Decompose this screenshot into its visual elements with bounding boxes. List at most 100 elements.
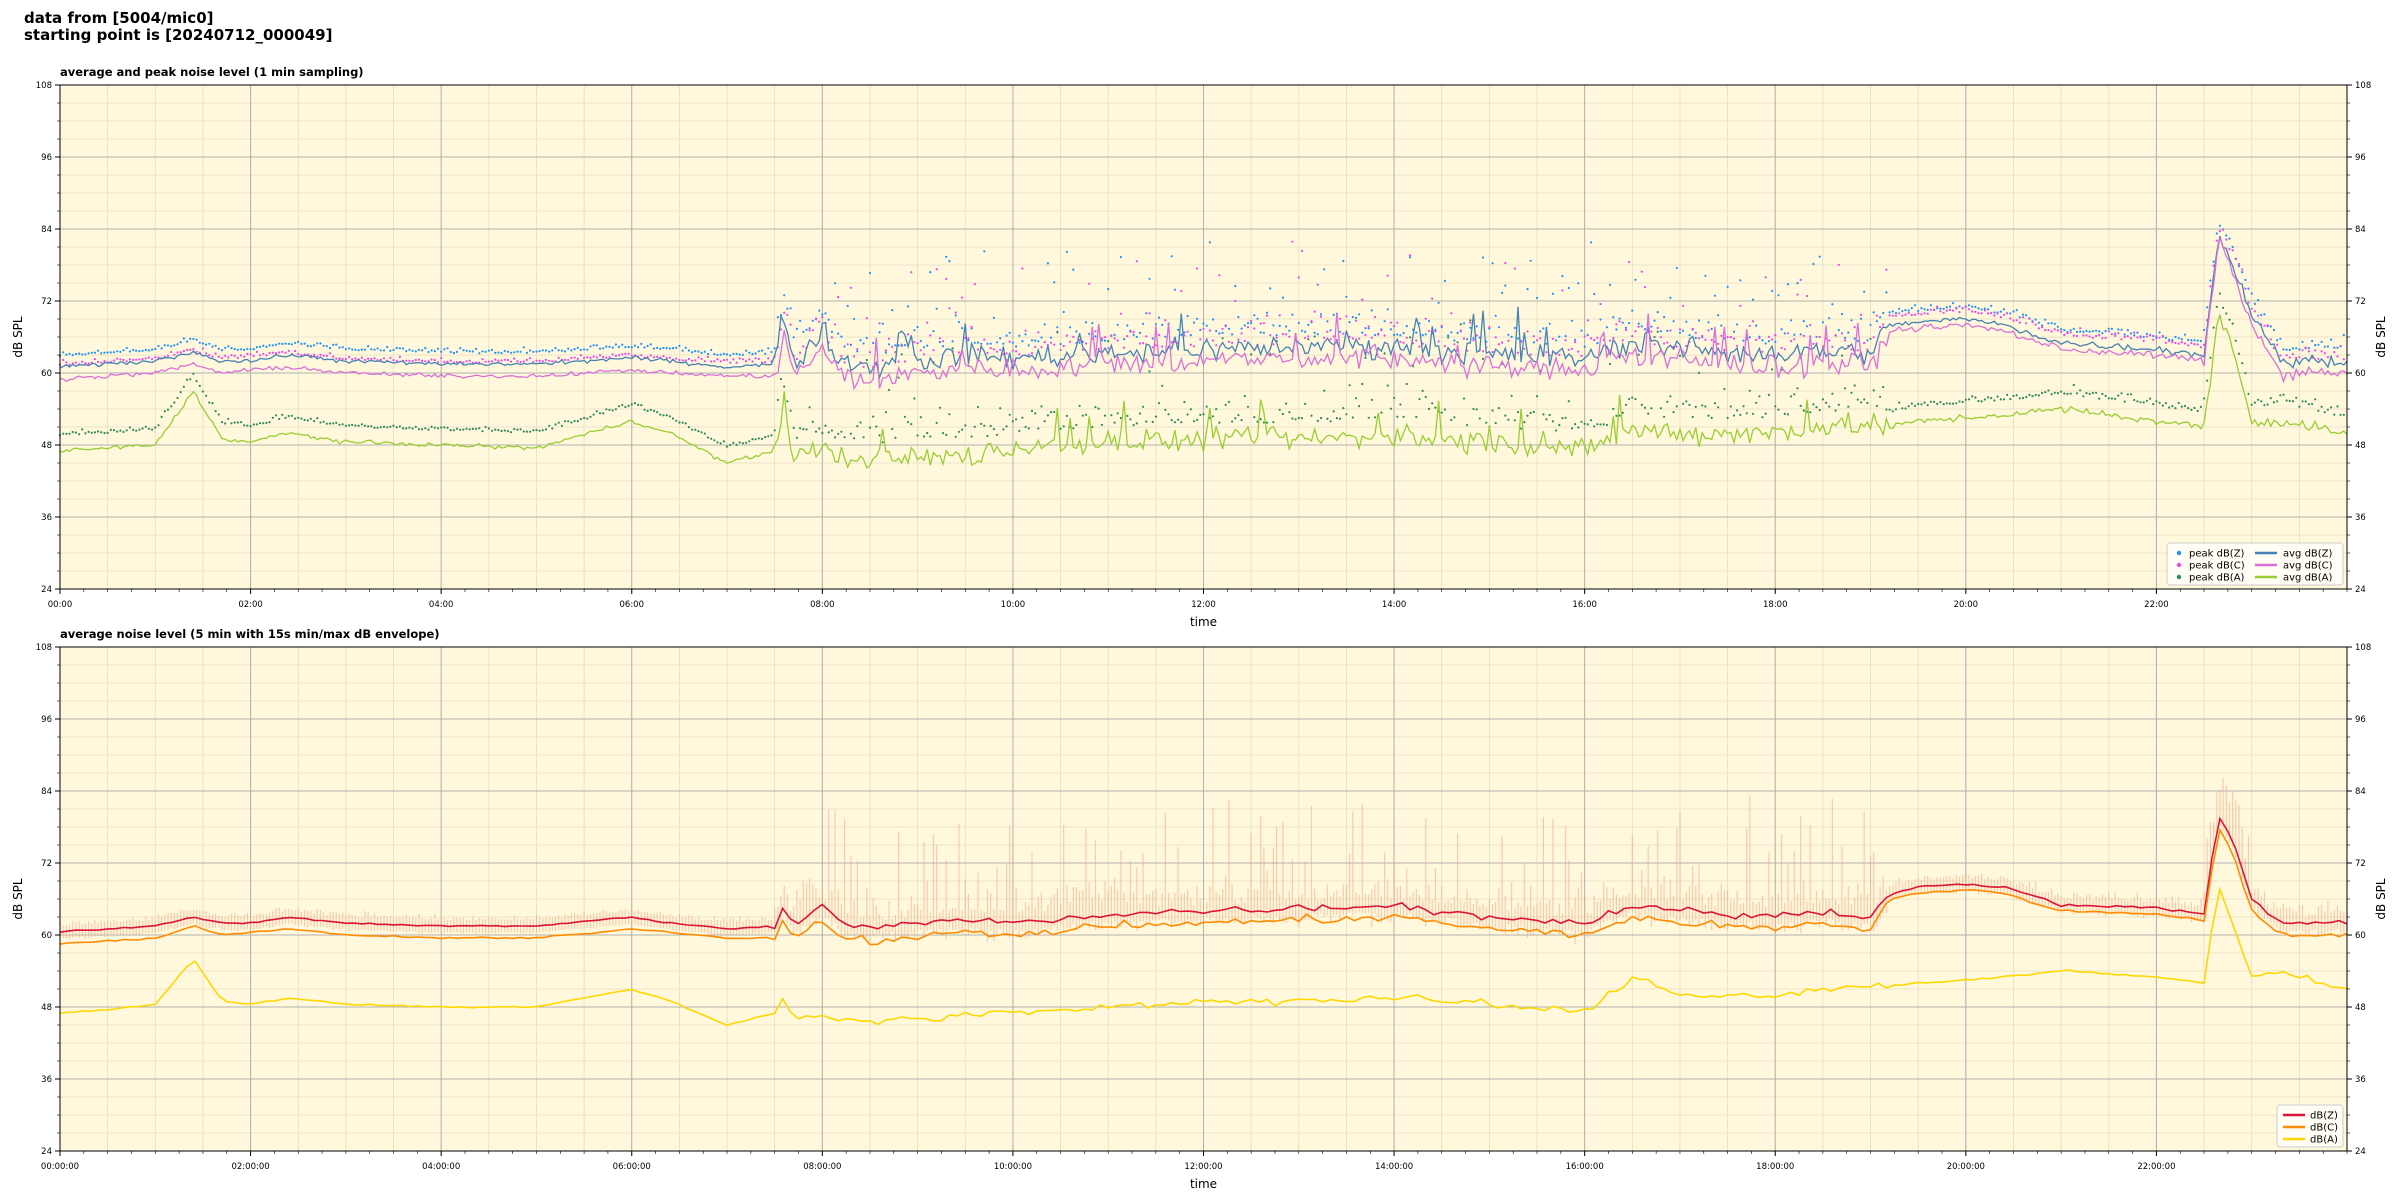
peak-point (1923, 308, 1926, 311)
peak-point (773, 429, 776, 432)
peak-point (668, 415, 672, 418)
peak-point (316, 417, 319, 420)
peak-point (1910, 307, 1913, 310)
peak-point (1697, 337, 1701, 340)
peak-point (1780, 328, 1783, 331)
peak-point (1373, 333, 1377, 337)
peak-point (1933, 400, 1936, 403)
peak-point (875, 425, 878, 428)
peak-point (1386, 384, 1389, 387)
peak-point (2107, 327, 2110, 330)
peak-point (1888, 314, 1891, 317)
peak-point (868, 426, 872, 429)
peak-point (2266, 403, 2269, 406)
peak-point (719, 353, 722, 356)
peak-point (751, 360, 754, 363)
peak-point (1335, 417, 1338, 420)
peak-point (1475, 408, 1478, 411)
y-tick-label: 24 (41, 585, 52, 595)
peak-point (2301, 340, 2304, 343)
peak-point (2250, 307, 2253, 310)
peak-point (74, 361, 77, 364)
peak-point (494, 358, 497, 361)
peak-point (862, 365, 865, 368)
peak-point (849, 432, 853, 435)
peak-point (656, 411, 659, 414)
peak-point (1609, 339, 1612, 342)
peak-point (490, 348, 494, 351)
peak-point (2269, 338, 2272, 341)
peak-point (2288, 356, 2291, 359)
peak-point (319, 353, 322, 356)
peak-point (767, 347, 770, 350)
peak-point (1472, 339, 1475, 342)
peak-point (1739, 279, 1742, 282)
peak-point (1958, 400, 1961, 403)
peak-point (1192, 420, 1196, 423)
peak-point (309, 345, 312, 348)
peak-point (443, 360, 446, 363)
peak-point (2285, 354, 2288, 357)
peak-point (1726, 336, 1729, 339)
peak-point (598, 347, 602, 350)
peak-point (487, 349, 490, 352)
peak-point (1952, 402, 1955, 405)
peak-point (1224, 324, 1227, 327)
peak-point (516, 428, 519, 431)
peak-point (408, 348, 411, 351)
peak-point (1119, 312, 1122, 315)
peak-point (1177, 418, 1180, 421)
peak-point (1869, 323, 1872, 326)
peak-point (138, 428, 141, 431)
peak-point (1767, 340, 1770, 343)
peak-point (81, 428, 84, 431)
peak-point (907, 333, 910, 336)
peak-point (1037, 340, 1040, 343)
peak-point (732, 352, 735, 355)
peak-point (1710, 416, 1713, 419)
peak-point (805, 328, 808, 331)
peak-point (430, 425, 433, 428)
peak-point (455, 427, 459, 430)
peak-point (2272, 347, 2275, 350)
peak-point (2311, 402, 2314, 406)
peak-point (1132, 424, 1135, 427)
peak-point (490, 360, 494, 363)
peak-point (386, 426, 389, 429)
peak-point (1183, 331, 1186, 334)
legend-label: avg dB(Z) (2283, 549, 2333, 560)
peak-point (68, 352, 71, 355)
peak-point (255, 346, 258, 349)
peak-point (745, 360, 748, 363)
peak-point (294, 349, 297, 353)
peak-point (1898, 401, 1901, 404)
peak-point (1103, 339, 1107, 342)
peak-point (1240, 327, 1243, 330)
peak-point (1980, 308, 1983, 311)
peak-point (1199, 413, 1202, 416)
peak-point (252, 423, 255, 426)
peak-point (757, 350, 760, 353)
peak-point (1278, 408, 1281, 411)
peak-point (78, 352, 81, 355)
peak-point (1250, 322, 1253, 325)
peak-point (182, 385, 185, 388)
peak-point (1154, 344, 1157, 347)
peak-point (2260, 400, 2263, 403)
peak-point (1507, 418, 1510, 421)
peak-point (316, 355, 319, 358)
peak-point (1856, 339, 1859, 343)
legend-label: dB(C) (2310, 1123, 2338, 1134)
x-tick-label: 12:00:00 (1184, 1162, 1222, 1172)
peak-point (1993, 314, 1996, 317)
peak-point (1844, 339, 1847, 342)
peak-point (1389, 407, 1392, 410)
peak-point (300, 342, 303, 345)
peak-point (119, 350, 122, 353)
peak-point (1583, 335, 1586, 338)
peak-point (856, 350, 859, 353)
peak-point (853, 317, 856, 321)
peak-point (2326, 345, 2329, 348)
legend-marker (2176, 574, 2182, 580)
peak-point (1319, 313, 1323, 316)
